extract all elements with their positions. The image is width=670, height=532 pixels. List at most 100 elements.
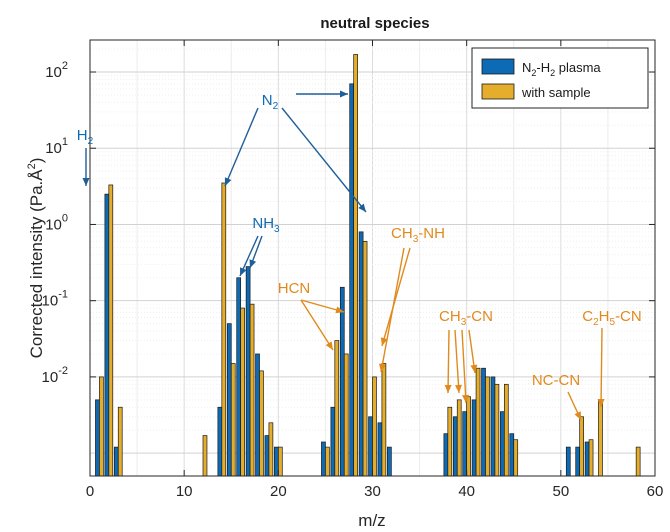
bar-sample <box>249 303 255 477</box>
annotation-arrow <box>381 247 411 347</box>
legend-swatch-sample <box>481 83 515 100</box>
bar-sample <box>475 367 481 477</box>
bar-plasma <box>95 399 100 477</box>
bar-plasma <box>226 323 232 477</box>
bar-plasma <box>255 353 260 477</box>
bar-sample <box>108 184 114 477</box>
ticks: 0 10 20 30 40 50 60 102 101 100 10-1 10-2 <box>42 40 664 500</box>
annotation-arrowhead <box>470 364 478 373</box>
bar-sample <box>240 307 245 477</box>
y-tick-label: 102 <box>45 60 68 81</box>
legend-label-sample: with sample <box>521 85 591 100</box>
bar-plasma <box>500 411 505 477</box>
x-tick-label: 10 <box>176 483 193 500</box>
annotation-arrowhead <box>380 337 388 346</box>
bar-sample <box>343 353 349 477</box>
annotation-arrowhead <box>325 341 333 350</box>
bar-sample <box>588 439 594 477</box>
x-tick-label: 40 <box>458 483 475 500</box>
annotation-arrowhead <box>462 394 470 403</box>
annotation-label: HCN <box>278 280 311 297</box>
bar-sample <box>485 376 490 477</box>
annotation-arrowhead <box>455 384 462 393</box>
annotation-label: H2 <box>77 127 94 147</box>
bar-sample <box>598 399 603 477</box>
legend: N2-H2 plasma with sample <box>471 47 649 109</box>
bar-sample <box>259 370 264 477</box>
bar-sample <box>117 406 123 477</box>
bar-sample <box>325 446 330 477</box>
bar-sample <box>466 396 471 477</box>
annotation-arrow <box>447 329 450 394</box>
bar-plasma <box>452 416 458 477</box>
legend-swatch-plasma <box>481 58 515 75</box>
x-axis-label: m/z <box>358 511 385 530</box>
bar-sample <box>372 376 377 477</box>
x-tick-label: 60 <box>647 483 664 500</box>
annotation-arrowhead <box>240 267 247 276</box>
annotation-arrowhead <box>444 384 452 393</box>
bar-plasma <box>471 399 477 477</box>
annotation-label: NC-CN <box>532 372 580 389</box>
bar-sample <box>268 422 274 477</box>
annotation-label: CH3-NH <box>391 225 445 245</box>
annotation-arrow <box>454 329 460 394</box>
bar-plasma <box>377 422 383 477</box>
bar-plasma <box>584 441 590 477</box>
x-tick-label: 30 <box>364 483 381 500</box>
annotation-label: NH3 <box>252 215 280 235</box>
annotation-arrow <box>461 329 467 404</box>
annotation-arrowhead <box>249 259 257 268</box>
annotation-arrow <box>224 107 259 187</box>
bar-plasma <box>565 446 571 477</box>
bar-plasma <box>264 435 270 477</box>
bar-plasma <box>274 446 279 477</box>
y-tick-label: 101 <box>45 136 68 157</box>
bar-sample <box>362 241 368 477</box>
bar-plasma <box>339 286 345 477</box>
y-axis-label: Corrected intensity (Pa.Å2) <box>26 158 46 359</box>
bar-plasma <box>113 446 119 477</box>
y-tick-label: 10-2 <box>42 365 68 386</box>
bar-plasma <box>245 266 251 477</box>
bar-plasma <box>509 433 515 477</box>
annotation-arrow <box>300 299 334 351</box>
bar-sample <box>99 376 104 477</box>
bar-sample <box>503 383 509 477</box>
bar-sample <box>579 416 584 477</box>
chart-title: neutral species <box>320 15 429 32</box>
annotation-arrow <box>600 327 603 408</box>
bar-sample <box>494 383 500 477</box>
bar-sample <box>513 439 519 477</box>
x-tick-label: 20 <box>270 483 287 500</box>
bar-plasma <box>387 446 392 477</box>
bar-sample <box>353 54 358 477</box>
bar-plasma <box>217 406 223 477</box>
bar-plasma <box>490 376 496 477</box>
annotation-label: CH3-CN <box>439 308 493 328</box>
bar-sample <box>277 446 283 477</box>
bar-sample <box>635 446 641 477</box>
annotation-arrowhead <box>224 177 232 186</box>
bar-plasma <box>104 193 110 477</box>
x-tick-label: 50 <box>552 483 569 500</box>
bar-plasma <box>575 446 581 477</box>
bar-sample <box>381 363 387 477</box>
bar-plasma <box>236 277 242 477</box>
bar-sample <box>447 406 453 477</box>
annotation-arrowhead <box>358 203 366 212</box>
bar-plasma <box>481 367 486 477</box>
annotation-label: C2H5-CN <box>582 308 641 328</box>
legend-label-plasma: N2-H2 plasma <box>522 60 601 78</box>
bar-plasma <box>330 406 336 477</box>
annotations: H2 N2 NH3 CH3-NH HCN CH3-CN NC-CN C2H5-CN <box>77 92 642 389</box>
annotation-arrowhead <box>340 90 348 98</box>
annotation-label: N2 <box>262 92 279 112</box>
bars <box>95 54 641 477</box>
y-tick-label: 100 <box>45 212 68 233</box>
x-tick-label: 0 <box>86 483 94 500</box>
bar-sample <box>221 182 227 477</box>
y-tick-label: 10-1 <box>42 289 68 310</box>
bar-plasma <box>443 433 449 477</box>
